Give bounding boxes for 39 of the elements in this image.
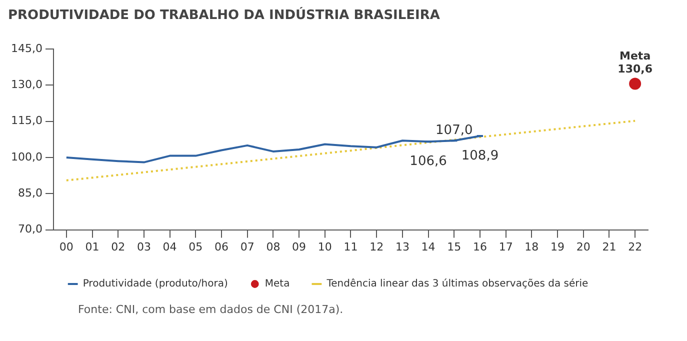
x-tick-label: 12 [370,240,384,254]
x-tick-label: 15 [447,240,462,254]
x-tick-label: 04 [162,240,177,254]
x-tick-label: 05 [188,240,203,254]
legend-label: Tendência linear das 3 últimas observações da série [326,278,588,290]
legend-label: Meta [264,278,290,290]
x-tick-label: 10 [318,240,332,254]
x-tick-label: 07 [240,240,254,254]
data-label: 107,0 [436,122,473,138]
data-label: 108,9 [461,148,499,164]
x-tick-label: 00 [59,240,74,254]
chart-title: PRODUTIVIDADE DO TRABALHO DA INDÚSTRIA BRASILEIRA [8,8,441,23]
y-tick-label: 70,0 [18,222,42,236]
x-tick-label: 06 [214,240,229,254]
source-note: Fonte: CNI, com base em dados de CNI (2017a). [78,303,344,316]
x-tick-label: 21 [602,240,616,254]
x-tick-label: 14 [421,240,436,254]
x-tick-label: 02 [111,240,126,254]
x-tick-label: 09 [292,240,306,254]
y-tick-label: 100,0 [10,150,42,164]
y-tick-label: 145,0 [10,42,42,55]
y-tick-label: 85,0 [18,186,42,200]
y-tick-label: 130,0 [10,78,42,92]
x-tick-label: 19 [550,240,565,254]
x-tick-label: 01 [85,240,100,254]
x-tick-label: 13 [395,240,410,254]
x-tick-label: 03 [136,240,151,254]
x-tick-label: 08 [266,240,280,254]
x-tick-label: 20 [576,240,590,254]
x-tick-label: 22 [628,240,642,254]
text: Meta [620,50,651,63]
x-tick-label: 11 [344,240,358,254]
legend-label: Produtividade (produto/hora) [82,278,228,290]
x-tick-label: 17 [498,240,513,254]
x-tick-label: 16 [472,240,487,254]
data-label: 106,6 [410,154,447,169]
y-tick-label: 115,0 [10,114,42,128]
x-tick-label: 18 [524,240,539,254]
data-label: 130,6 [618,62,653,76]
